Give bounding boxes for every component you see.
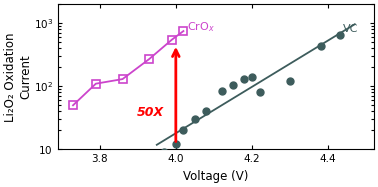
Text: 50X: 50X	[137, 106, 164, 119]
X-axis label: Voltage (V): Voltage (V)	[183, 170, 248, 183]
Text: VC: VC	[343, 24, 359, 34]
Text: CrO$_x$: CrO$_x$	[187, 20, 215, 34]
Y-axis label: Li₂O₂ Oxidation
Current: Li₂O₂ Oxidation Current	[4, 32, 32, 122]
